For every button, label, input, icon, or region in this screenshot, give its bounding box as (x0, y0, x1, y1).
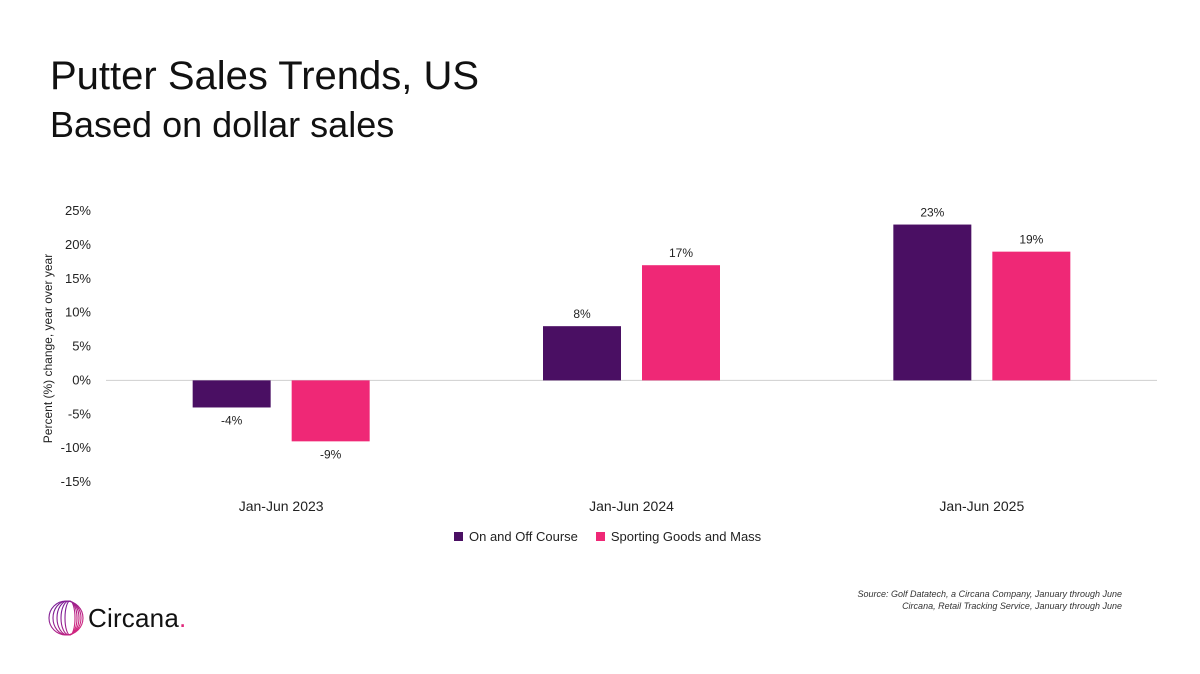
logo-wordmark: Circana. (88, 603, 186, 634)
source-line-1: Source: Golf Datatech, a Circana Company… (857, 589, 1122, 599)
bar-on-and-off-course (192, 380, 271, 408)
bar-on-and-off-course (543, 326, 621, 381)
data-label-on-and-off-course: 8% (573, 307, 591, 321)
y-tick-label: 25% (65, 203, 91, 218)
data-labels: -4% -9% 8% 17% 23% 19% (221, 206, 1044, 462)
legend-label: On and Off Course (469, 529, 578, 544)
data-label-on-and-off-course: -4% (221, 413, 243, 427)
bar-sporting-goods-and-mass (992, 251, 1071, 381)
bar-on-and-off-course (893, 224, 972, 381)
y-axis: 25% 20% 15% 10% 5% 0% -5% -10% -15% (61, 203, 1157, 489)
bar-sporting-goods-and-mass (642, 265, 720, 381)
data-label-sporting-goods-and-mass: 19% (1019, 233, 1043, 247)
legend-label: Sporting Goods and Mass (610, 529, 762, 544)
legend: On and Off Course Sporting Goods and Mas… (454, 529, 779, 544)
x-category-label: Jan-Jun 2024 (589, 498, 674, 514)
legend-swatch-sporting-goods-and-mass (595, 532, 605, 541)
circana-logo: Circana. (46, 598, 186, 638)
y-tick-label: 10% (65, 305, 91, 320)
chart-title: Putter Sales Trends, US (50, 54, 480, 98)
logo-dot: . (179, 602, 187, 633)
source-note: Source: Golf Datatech, a Circana Company… (858, 588, 1122, 612)
y-tick-label: 0% (72, 372, 91, 387)
y-axis-label: Percent (%) change, year over year (41, 254, 55, 443)
x-category-label: Jan-Jun 2025 (939, 498, 1024, 514)
y-tick-label: 5% (72, 339, 91, 354)
source-line-2: Circana, Retail Tracking Service, Januar… (902, 601, 1122, 611)
logo-text: Circana (88, 602, 179, 633)
x-category-label: Jan-Jun 2023 (239, 498, 324, 514)
legend-swatch-on-and-off-course (454, 532, 463, 541)
bars (192, 224, 1071, 442)
y-tick-label: -15% (61, 474, 92, 489)
legend-item-on-and-off-course: On and Off Course (454, 529, 578, 544)
bar-sporting-goods-and-mass (291, 380, 370, 442)
circana-logo-mark-icon (48, 600, 84, 636)
data-label-sporting-goods-and-mass: 17% (669, 246, 693, 260)
y-tick-label: 15% (65, 271, 91, 286)
y-tick-label: -5% (68, 406, 92, 421)
data-label-sporting-goods-and-mass: -9% (320, 447, 342, 461)
data-label-on-and-off-course: 23% (920, 206, 944, 220)
y-tick-label: 20% (65, 237, 91, 252)
chart-subtitle: Based on dollar sales (50, 104, 395, 145)
x-axis: Jan-Jun 2023 Jan-Jun 2024 Jan-Jun 2025 (239, 498, 1025, 514)
y-tick-label: -10% (61, 440, 92, 455)
legend-item-sporting-goods-and-mass: Sporting Goods and Mass (595, 529, 762, 544)
